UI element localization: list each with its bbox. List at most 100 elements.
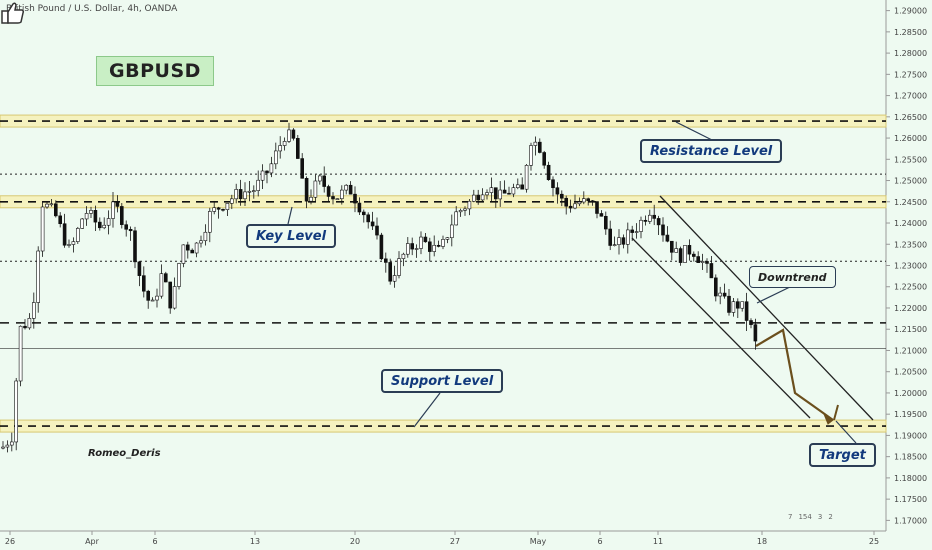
x-tick-label-8: 11	[653, 537, 663, 546]
x-tick-label-2: 6	[152, 537, 157, 546]
downtrend-pointer	[756, 285, 793, 304]
candle-body-112	[493, 187, 498, 200]
candle-body-129	[568, 205, 573, 209]
candle-body-50	[221, 209, 225, 211]
candle-body-37	[164, 273, 168, 283]
candle-body-131	[577, 201, 582, 205]
candle-body-109	[480, 194, 485, 201]
candle-body-165	[727, 295, 731, 313]
y-tick-label-6: 1.26000	[894, 134, 927, 143]
candle-body-100	[441, 239, 445, 247]
y-tick-label-14: 1.22000	[894, 304, 927, 313]
candle-body-102	[449, 224, 454, 239]
candle-body-45	[199, 240, 203, 244]
candle-body-52	[230, 198, 234, 204]
candle-body-106	[467, 200, 472, 210]
candle-body-143	[630, 229, 635, 233]
candle-body-104	[458, 210, 463, 213]
candle-body-98	[432, 244, 437, 252]
candle-body-159	[700, 261, 705, 263]
candle-body-28	[124, 224, 128, 230]
y-tick-label-0: 1.29000	[894, 7, 927, 16]
stat-4: 2	[828, 513, 833, 521]
x-tick-label-7: 6	[597, 537, 602, 546]
candle-body-8	[36, 250, 41, 303]
candle-body-132	[581, 198, 586, 203]
candle-body-47	[208, 211, 212, 233]
candle-body-123	[542, 152, 547, 166]
candle-body-134	[590, 200, 595, 203]
candle-body-124	[546, 164, 551, 181]
candle-body-161	[709, 263, 714, 279]
candle-body-119	[524, 165, 529, 190]
candle-body-151	[665, 234, 670, 242]
candle-body-137	[603, 215, 608, 230]
candle-body-105	[463, 208, 467, 211]
candle-body-61	[269, 163, 274, 174]
candle-body-126	[555, 187, 560, 195]
key-level-callout: Key Level	[246, 224, 337, 248]
candle-body-29	[128, 228, 133, 232]
candle-body-78	[344, 184, 349, 191]
candle-body-65	[287, 129, 291, 142]
candle-body-115	[507, 192, 511, 195]
candle-body-144	[634, 231, 639, 233]
y-tick-label-12: 1.23000	[894, 262, 927, 271]
candle-body-39	[172, 286, 177, 309]
candle-body-107	[471, 194, 476, 202]
candle-body-88	[388, 262, 393, 282]
candle-body-136	[599, 213, 604, 217]
candle-body-31	[137, 261, 142, 276]
candle-body-148	[652, 214, 657, 219]
candle-body-55	[243, 191, 247, 200]
candle-body-153	[674, 248, 679, 253]
candle-body-150	[661, 224, 665, 236]
candle-body-146	[643, 219, 648, 222]
candle-body-158	[696, 256, 701, 263]
y-tick-label-5: 1.26500	[894, 113, 927, 122]
candle-body-41	[181, 244, 186, 264]
candle-body-168	[740, 301, 745, 309]
candle-body-69	[304, 177, 309, 202]
candle-body-21	[93, 210, 98, 223]
candle-body-75	[331, 196, 335, 200]
candle-body-91	[401, 253, 406, 259]
candle-body-46	[203, 231, 208, 242]
x-tick-label-5: 27	[450, 537, 460, 546]
projected-path	[755, 328, 834, 421]
y-tick-label-19: 1.19500	[894, 410, 927, 419]
key-level-pointer	[287, 206, 293, 225]
candle-body-26	[115, 201, 120, 207]
x-tick-label-1: Apr	[85, 537, 100, 546]
downtrend-callout: Downtrend	[749, 266, 836, 288]
candle-body-44	[194, 242, 199, 254]
candle-body-171	[753, 324, 758, 342]
candle-body-138	[608, 228, 613, 246]
candle-body-35	[155, 295, 159, 301]
candle-body-84	[370, 221, 375, 227]
candle-body-81	[357, 202, 362, 213]
y-tick-label-4: 1.27000	[894, 92, 927, 101]
candle-body-160	[705, 261, 709, 264]
candle-body-54	[238, 189, 243, 200]
candle-body-97	[427, 241, 432, 252]
candle-body-167	[735, 301, 740, 309]
candle-body-17	[76, 228, 80, 242]
candle-body-87	[383, 258, 388, 263]
y-tick-label-23: 1.17500	[894, 495, 927, 504]
candle-body-63	[278, 145, 283, 152]
y-tick-label-8: 1.25000	[894, 177, 927, 186]
candle-body-48	[212, 207, 216, 212]
target-arrow-tail	[833, 404, 839, 421]
candle-body-95	[419, 236, 423, 249]
candle-body-99	[436, 244, 441, 247]
candle-body-135	[595, 201, 599, 214]
candle-body-14	[62, 223, 67, 246]
candle-body-120	[529, 145, 533, 166]
candle-body-7	[31, 302, 36, 319]
candle-body-101	[445, 237, 450, 240]
y-tick-label-24: 1.17000	[894, 516, 927, 525]
stat-1: 7	[788, 513, 793, 521]
candle-body-114	[502, 189, 507, 194]
y-tick-label-9: 1.24500	[894, 198, 927, 207]
